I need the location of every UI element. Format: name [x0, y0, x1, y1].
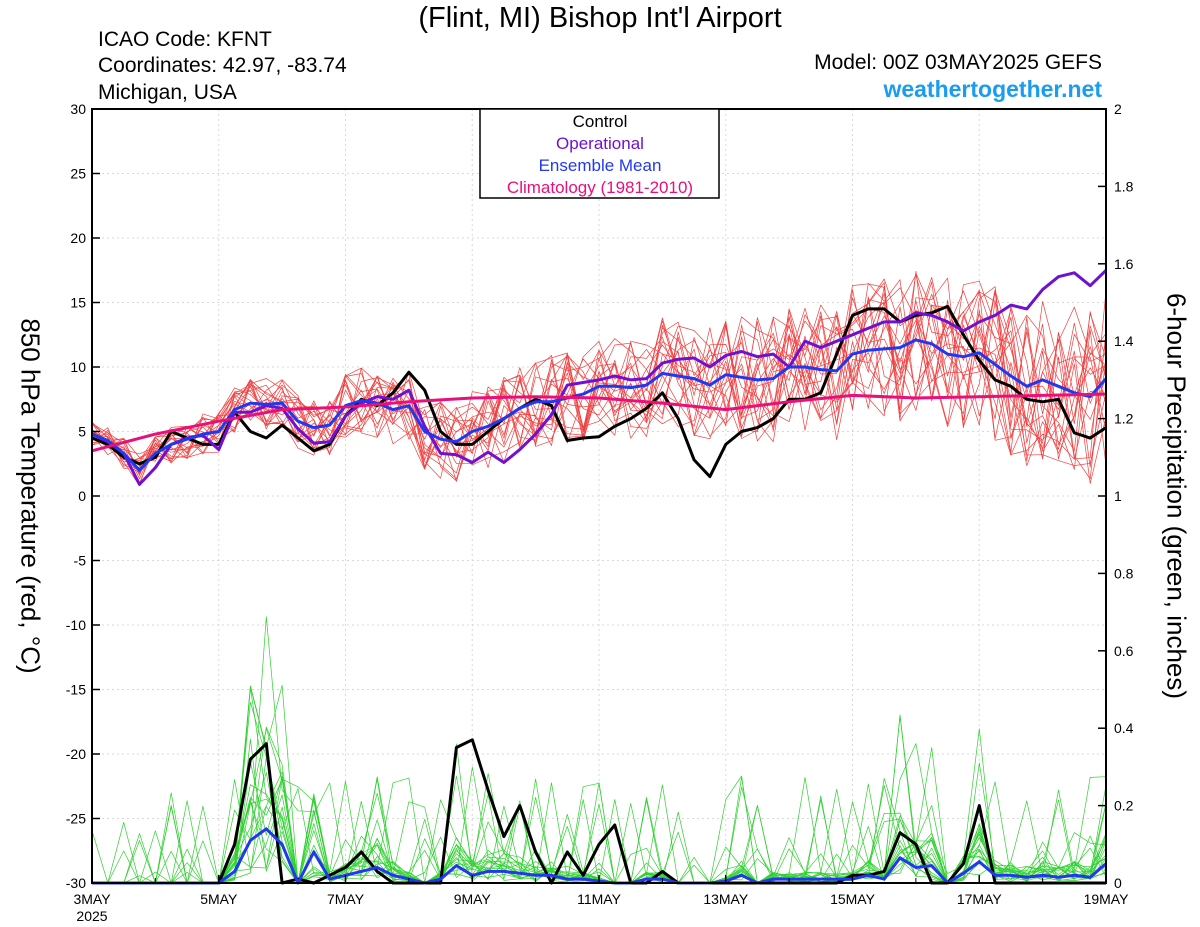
x-year-label: 2025	[76, 908, 107, 924]
left-axis-label: 850 hPa Temperature (red, °C)	[15, 318, 46, 674]
ensemble-member-temp-line	[91, 278, 1107, 467]
grid-lines	[91, 108, 1107, 884]
ensemble-member-temp-line	[91, 299, 1107, 484]
x-tick-label: 9MAY	[454, 891, 492, 907]
left-tick-label: 5	[78, 424, 86, 440]
region: Michigan, USA	[98, 81, 237, 104]
ensemble-member-temp-line	[91, 309, 1107, 470]
temp-line-climatology-1981-2010-	[91, 392, 1107, 453]
right-tick-label: 1.4	[1114, 333, 1134, 349]
left-tick-label: -15	[66, 682, 86, 698]
right-tick-label: 1.2	[1114, 411, 1134, 427]
right-tick-label: 1.6	[1114, 256, 1134, 272]
left-tick-label: -5	[74, 553, 87, 569]
ensemble-member-temp-line	[91, 270, 1107, 463]
ensemble-member-precip-line	[92, 726, 1107, 884]
left-tick-label: 25	[70, 166, 86, 182]
axis-ticks: 302520151050-5-10-15-20-25-3021.81.61.41…	[66, 101, 1134, 924]
left-tick-label: -30	[66, 875, 86, 891]
legend-entry: Operational	[556, 134, 644, 153]
left-tick-label: 10	[70, 359, 86, 375]
left-tick-label: 20	[70, 230, 86, 246]
right-tick-label: 1.8	[1114, 178, 1134, 194]
x-tick-label: 3MAY	[73, 891, 111, 907]
left-tick-label: 0	[78, 488, 86, 504]
right-tick-label: 0.2	[1114, 798, 1134, 814]
legend: Control Operational Ensemble Mean Climatolo…	[479, 108, 720, 199]
page-title: (Flint, MI) Bishop Int'l Airport	[418, 2, 782, 34]
coordinates: Coordinates: 42.97, -83.74	[98, 54, 347, 77]
legend-entry: Ensemble Mean	[539, 156, 662, 175]
left-tick-label: 30	[70, 101, 86, 117]
legend-entry: Climatology (1981-2010)	[507, 178, 693, 197]
ensemble-member-temp-line	[91, 287, 1107, 475]
left-tick-label: -20	[66, 746, 86, 762]
x-tick-label: 5MAY	[200, 891, 238, 907]
right-tick-label: 0.6	[1114, 643, 1134, 659]
temp-line-control	[91, 304, 1107, 479]
ensemble-member-temp-line	[91, 272, 1107, 480]
ensemble-member-precip-line	[92, 714, 1107, 884]
right-tick-label: 0.8	[1114, 565, 1134, 581]
x-tick-label: 15MAY	[830, 891, 876, 907]
left-tick-label: -25	[66, 811, 86, 827]
model-run: Model: 00Z 03MAY2025 GEFS	[814, 51, 1102, 74]
x-tick-label: 17MAY	[957, 891, 1003, 907]
site-brand[interactable]: weathertogether.net	[883, 76, 1102, 102]
temp-line-operational	[91, 269, 1108, 486]
left-tick-label: -10	[66, 617, 86, 633]
legend-entry: Control	[573, 112, 628, 131]
ensemble-member-precip-line	[92, 776, 1107, 884]
icao-code: ICAO Code: KFNT	[98, 28, 272, 51]
right-tick-label: 1	[1114, 488, 1122, 504]
temp-line-ensemble-mean	[91, 338, 1108, 472]
x-tick-label: 11MAY	[577, 891, 621, 907]
main-series-lines	[91, 269, 1108, 885]
right-tick-label: 2	[1114, 101, 1122, 117]
x-tick-label: 13MAY	[703, 891, 749, 907]
ensemble-member-temp-line	[91, 289, 1107, 476]
x-tick-label: 19MAY	[1084, 891, 1130, 907]
right-tick-label: 0	[1114, 875, 1122, 891]
left-tick-label: 15	[70, 295, 86, 311]
x-tick-label: 7MAY	[327, 891, 365, 907]
right-tick-label: 0.4	[1114, 720, 1134, 736]
ensemble-member-precip-line	[92, 728, 1107, 884]
legend-box	[479, 108, 720, 199]
right-axis-label: 6-hour Precipitation (green, inches)	[1161, 292, 1192, 700]
